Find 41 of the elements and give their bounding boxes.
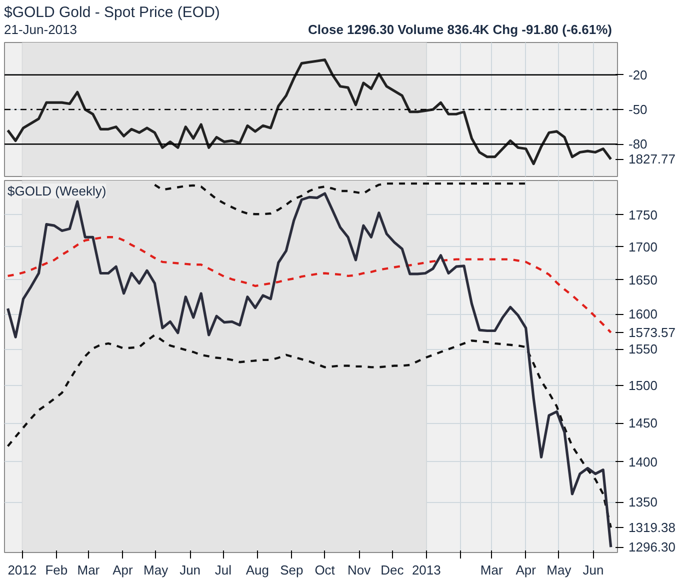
chart-title: $GOLD (Weekly) [8, 184, 106, 198]
x-tick-label: May [546, 562, 572, 578]
y-tick-label: 1350 [628, 494, 658, 510]
y-tick-label: 1700 [628, 239, 658, 254]
x-tick-label: Jun [180, 562, 201, 578]
y-tick-label: -80 [628, 136, 648, 152]
x-tick-label: Feb [45, 562, 68, 578]
x-tick-label: Apr [516, 562, 537, 578]
y-tick-label: -50 [628, 102, 648, 117]
x-tick-label: Nov [347, 562, 372, 578]
y-tick-label: 1550 [628, 342, 658, 357]
y-tick-label: 1450 [628, 416, 658, 431]
line-series [6, 236, 612, 334]
x-tick-label: Jul [214, 562, 232, 578]
x-tick-label: 2012 [8, 562, 37, 578]
x-tick-label: Mar [480, 562, 504, 578]
annotation: 1827.77 [628, 152, 676, 167]
x-tick-label: 2013 [412, 562, 441, 578]
line-series [6, 58, 612, 166]
x-tick-label: Dec [380, 562, 404, 578]
y-tick-label: 1650 [628, 272, 658, 288]
y-tick-label: -20 [628, 67, 648, 82]
x-tick-label: Sep [280, 562, 304, 578]
line-series [154, 182, 527, 216]
x-tick-label: Mar [77, 562, 100, 578]
chart-title: $GOLD Gold - Spot Price (EOD) [4, 3, 220, 23]
y-tick-label: 1573.57 [628, 324, 676, 340]
y-tick-label: 1750 [628, 207, 658, 222]
line-series [6, 334, 612, 529]
x-tick-label: Jun [582, 562, 604, 578]
text: Close 1296.30 Volume 836.4K Chg -91.80 (-6.61%) [308, 21, 612, 39]
y-tick-label: 1600 [628, 306, 658, 322]
x-tick-label: May [144, 562, 169, 578]
y-tick-label: 1319.38 [628, 520, 676, 536]
y-tick-label: 1500 [628, 378, 658, 393]
y-tick-label: 1296.30 [628, 540, 676, 555]
y-tick-label: 1400 [628, 454, 658, 470]
x-tick-label: Aug [246, 562, 270, 578]
chart-subtitle: 21-Jun-2013 [4, 21, 77, 39]
x-tick-label: Oct [314, 562, 336, 578]
x-tick-label: Apr [112, 562, 134, 578]
